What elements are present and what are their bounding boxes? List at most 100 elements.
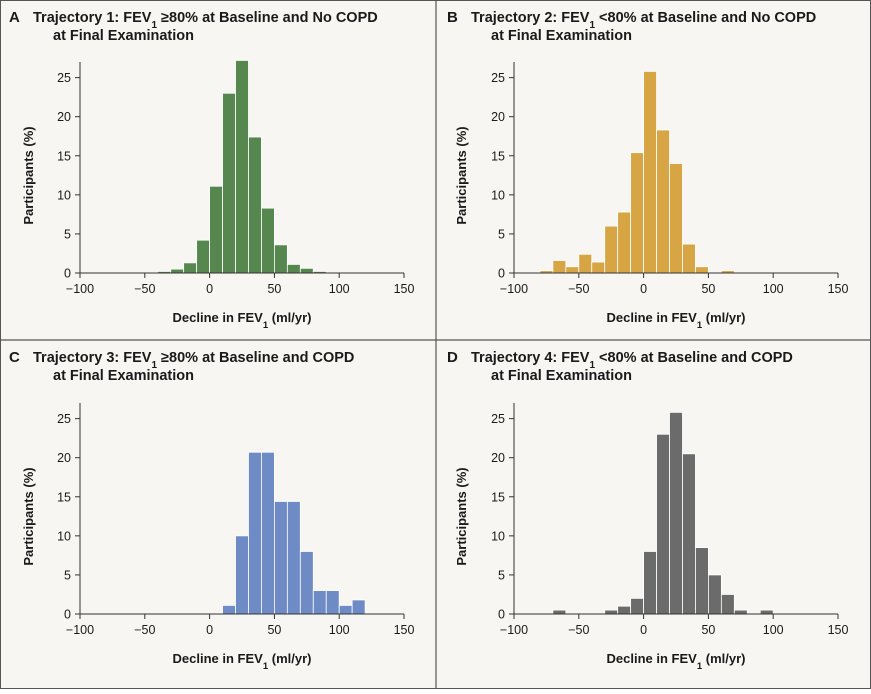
y-tick-label: 10	[57, 188, 71, 202]
histogram-bar	[222, 605, 236, 615]
x-tick-label: 100	[329, 623, 350, 637]
y-tick-label: 20	[57, 110, 71, 124]
y-tick-label: 15	[57, 149, 71, 163]
x-axis-title-subscript: 1	[263, 320, 269, 331]
histogram-bar	[617, 605, 632, 615]
panel-title-text: Trajectory 4: FEV	[471, 350, 590, 366]
histogram-bar	[720, 594, 735, 615]
panel-a: A Trajectory 1: FEV1 ≥80% at Baseline and…	[9, 9, 414, 331]
histogram-bar	[312, 590, 327, 615]
y-tick-label: 5	[64, 227, 71, 241]
histogram-bar	[248, 136, 262, 274]
panel-letter: C	[9, 349, 20, 366]
y-tick-label: 25	[57, 71, 71, 85]
panel-b: B Trajectory 2: FEV1 <80% at Baseline and…	[447, 9, 848, 331]
x-axis-title-text: Decline in FEV	[173, 310, 264, 325]
panel-title: Trajectory 1: FEV1 ≥80% at Baseline and …	[33, 10, 378, 31]
histogram-bar	[759, 609, 774, 615]
x-axis-title-text: (ml/yr)	[702, 310, 745, 325]
histogram-bar	[552, 260, 567, 274]
panel-title-line2: at Final Examination	[491, 28, 632, 44]
histogram-bar	[235, 60, 249, 274]
x-tick-label: −50	[568, 623, 589, 637]
x-axis-title-subscript: 1	[697, 661, 703, 672]
panel-title-text: Trajectory 2: FEV	[471, 10, 590, 26]
histogram-bar	[286, 264, 301, 274]
histogram-bar	[682, 453, 696, 615]
y-axis-title: Participants (%)	[21, 126, 36, 224]
x-axis-title: Decline in FEV1 (ml/yr)	[607, 310, 746, 331]
histogram-bar	[351, 599, 366, 615]
panel-d: D Trajectory 4: FEV1 <80% at Baseline and…	[447, 349, 848, 672]
y-axis-title: Participants (%)	[21, 467, 36, 565]
histogram-bar	[273, 244, 288, 274]
histogram-bar	[695, 547, 709, 615]
y-tick-label: 25	[57, 412, 71, 426]
histogram-bar	[656, 129, 670, 274]
x-axis-title: Decline in FEV1 (ml/yr)	[173, 651, 312, 672]
x-axis-title-text: Decline in FEV	[173, 651, 264, 666]
x-tick-label: 100	[763, 623, 784, 637]
x-tick-label: 50	[267, 282, 281, 296]
x-tick-label: 50	[267, 623, 281, 637]
x-tick-label: 150	[828, 623, 849, 637]
panel-title: Trajectory 2: FEV1 <80% at Baseline and …	[471, 10, 816, 31]
x-tick-label: 0	[640, 282, 647, 296]
histogram-bar	[261, 451, 275, 615]
panel-title-line2: at Final Examination	[491, 368, 632, 384]
histogram-bar	[733, 609, 748, 615]
panel-title-line2: at Final Examination	[53, 28, 194, 44]
panel-letter: A	[9, 9, 20, 26]
panel-title-subscript: 1	[151, 20, 157, 31]
y-tick-label: 10	[491, 529, 505, 543]
x-axis-title-text: (ml/yr)	[702, 651, 745, 666]
x-tick-label: −100	[500, 623, 528, 637]
histogram-bar	[222, 92, 236, 274]
x-tick-label: 0	[206, 623, 213, 637]
histogram-bar	[196, 239, 210, 274]
histogram-bar	[552, 609, 567, 615]
histogram-bar	[604, 225, 619, 274]
y-tick-label: 15	[491, 149, 505, 163]
x-tick-label: 50	[701, 623, 715, 637]
x-tick-label: 150	[828, 282, 849, 296]
x-axis-title: Decline in FEV1 (ml/yr)	[607, 651, 746, 672]
x-tick-label: −100	[500, 282, 528, 296]
y-tick-label: 25	[491, 412, 505, 426]
x-tick-label: 100	[763, 282, 784, 296]
x-axis-title-subscript: 1	[263, 661, 269, 672]
panel-title: Trajectory 4: FEV1 <80% at Baseline and …	[471, 350, 793, 371]
histogram-bar	[299, 267, 314, 274]
panel-title-text: <80% at Baseline and COPD	[595, 350, 793, 366]
panel-title-text: Trajectory 3: FEV	[33, 350, 152, 366]
y-axis-title: Participants (%)	[454, 467, 469, 565]
histogram-bar	[325, 590, 340, 615]
histogram-bar	[565, 266, 580, 274]
histogram-bar	[656, 433, 670, 615]
x-axis-title-text: (ml/yr)	[268, 651, 311, 666]
histogram-bar	[617, 211, 632, 274]
histogram-bar	[682, 243, 696, 274]
y-tick-label: 0	[64, 608, 71, 622]
x-tick-label: 150	[394, 623, 415, 637]
y-tick-label: 5	[498, 568, 505, 582]
histogram-bar	[261, 207, 275, 274]
y-tick-label: 10	[491, 188, 505, 202]
panel-title-text: <80% at Baseline and No COPD	[595, 10, 816, 26]
x-axis-title-text: Decline in FEV	[607, 651, 698, 666]
x-axis-title-text: (ml/yr)	[268, 310, 311, 325]
x-tick-label: −100	[66, 282, 94, 296]
x-axis-title-text: Decline in FEV	[607, 310, 698, 325]
histogram-bar	[695, 266, 709, 274]
histogram-bar	[630, 152, 645, 274]
histogram-bar	[248, 451, 262, 615]
panel-letter: B	[447, 9, 458, 26]
panel-title-subscript: 1	[589, 360, 595, 371]
histogram-bar	[669, 163, 683, 274]
x-tick-label: 0	[206, 282, 213, 296]
panel-title-subscript: 1	[151, 360, 157, 371]
y-tick-label: 5	[64, 568, 71, 582]
histogram-bar	[183, 262, 198, 274]
